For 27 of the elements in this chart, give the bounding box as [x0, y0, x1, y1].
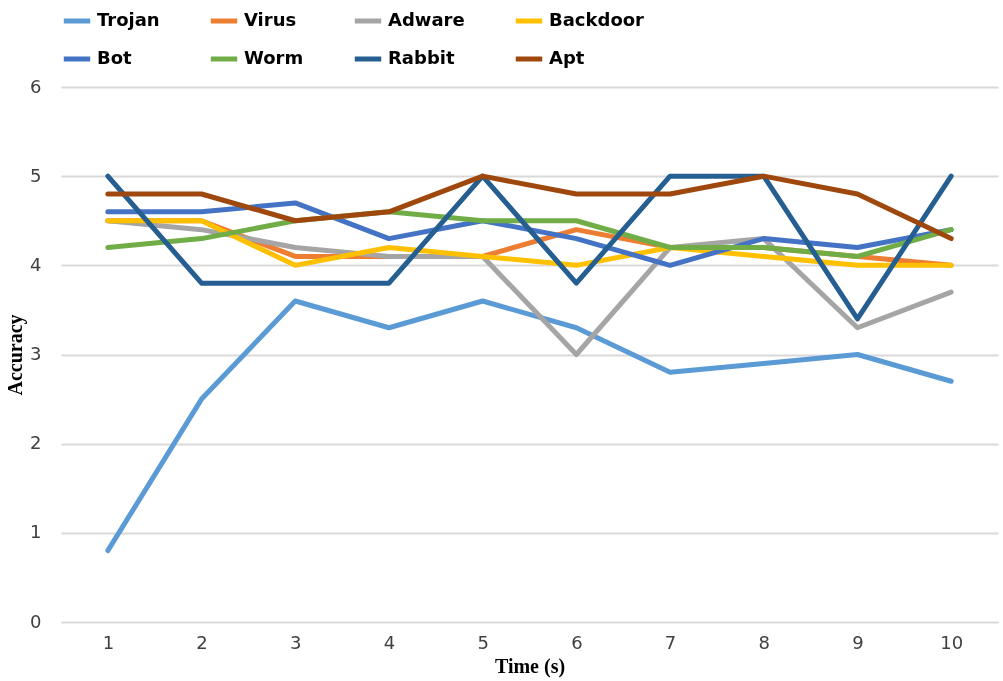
y-tick-label: 2	[30, 432, 42, 454]
y-tick-label: 6	[30, 75, 42, 97]
legend-label: Worm	[244, 47, 304, 68]
legend-label: Backdoor	[549, 9, 645, 30]
x-tick-label: 3	[290, 631, 302, 653]
x-tick-label: 2	[196, 631, 208, 653]
y-tick-label: 0	[30, 610, 42, 632]
y-tick-label: 3	[30, 343, 42, 364]
legend-label: Apt	[549, 47, 585, 68]
y-tick-label: 5	[30, 164, 42, 186]
legend-label: Virus	[244, 9, 297, 30]
y-tick-label: 4	[30, 253, 42, 275]
y-axis-title: Accuracy	[4, 314, 28, 396]
legend-label: Bot	[97, 47, 133, 68]
legend-label: Trojan	[97, 9, 160, 30]
x-tick-label: 9	[852, 631, 864, 653]
x-tick-label: 6	[571, 631, 583, 653]
legend-label: Adware	[388, 9, 465, 30]
legend-label: Rabbit	[388, 47, 455, 68]
x-tick-label: 8	[758, 631, 770, 653]
x-tick-label: 4	[383, 631, 396, 653]
x-tick-label: 7	[664, 631, 677, 653]
x-tick-label: 1	[102, 631, 115, 653]
x-tick-label: 5	[477, 631, 489, 653]
x-axis-title: Time (s)	[494, 654, 566, 678]
y-tick-label: 1	[30, 521, 42, 543]
x-tick-label: 10	[940, 631, 964, 653]
